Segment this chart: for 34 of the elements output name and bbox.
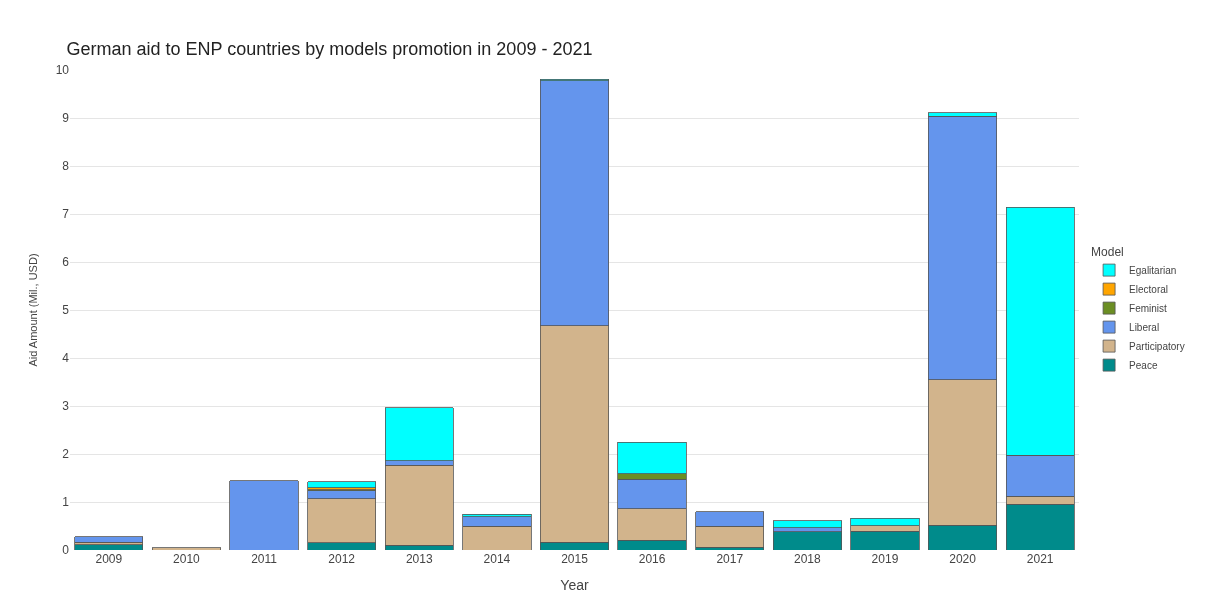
y-tick-label: 7 (62, 207, 70, 222)
y-tick-label: 4 (62, 351, 70, 366)
x-tick-label: 2018 (794, 552, 822, 566)
legend-label: Egalitarian (1129, 265, 1177, 276)
legend-label: Peace (1129, 360, 1158, 371)
x-tick-label: 2012 (328, 552, 356, 566)
y-axis-title: Aid Amount (Mil., USD) (27, 253, 40, 367)
legend-label: Liberal (1129, 322, 1160, 333)
y-tick-label: 0 (62, 543, 70, 558)
x-tick-label: 2020 (949, 552, 977, 566)
x-tick-label: 2017 (716, 552, 744, 566)
x-tick-label: 2011 (251, 552, 278, 566)
y-tick-label: 9 (62, 111, 70, 126)
y-tick-label: 10 (55, 63, 70, 78)
y-tick-label: 2 (62, 447, 70, 462)
legend-label: Participatory (1129, 341, 1185, 352)
y-tick-label: 6 (62, 255, 70, 270)
x-tick-label: 2019 (871, 552, 899, 566)
x-tick-label: 2015 (561, 552, 589, 566)
x-tick-label: 2010 (173, 552, 201, 566)
legend-title: Model (1091, 244, 1124, 259)
legend-label: Feminist (1129, 303, 1168, 314)
x-tick-label: 2009 (95, 552, 123, 566)
chart-title: German aid to ENP countries by models promotion in 2009 - 2021 (66, 39, 593, 60)
x-tick-label: 2016 (638, 552, 666, 566)
x-tick-label: 2013 (405, 552, 433, 566)
x-tick-label: 2021 (1026, 552, 1054, 566)
x-axis-title: Year (560, 577, 589, 594)
x-tick-label: 2014 (483, 552, 511, 566)
y-tick-label: 5 (62, 303, 70, 318)
y-tick-label: 3 (62, 399, 70, 414)
legend-label: Electoral (1129, 284, 1168, 295)
y-tick-label: 1 (62, 495, 70, 510)
y-tick-label: 8 (62, 159, 70, 174)
